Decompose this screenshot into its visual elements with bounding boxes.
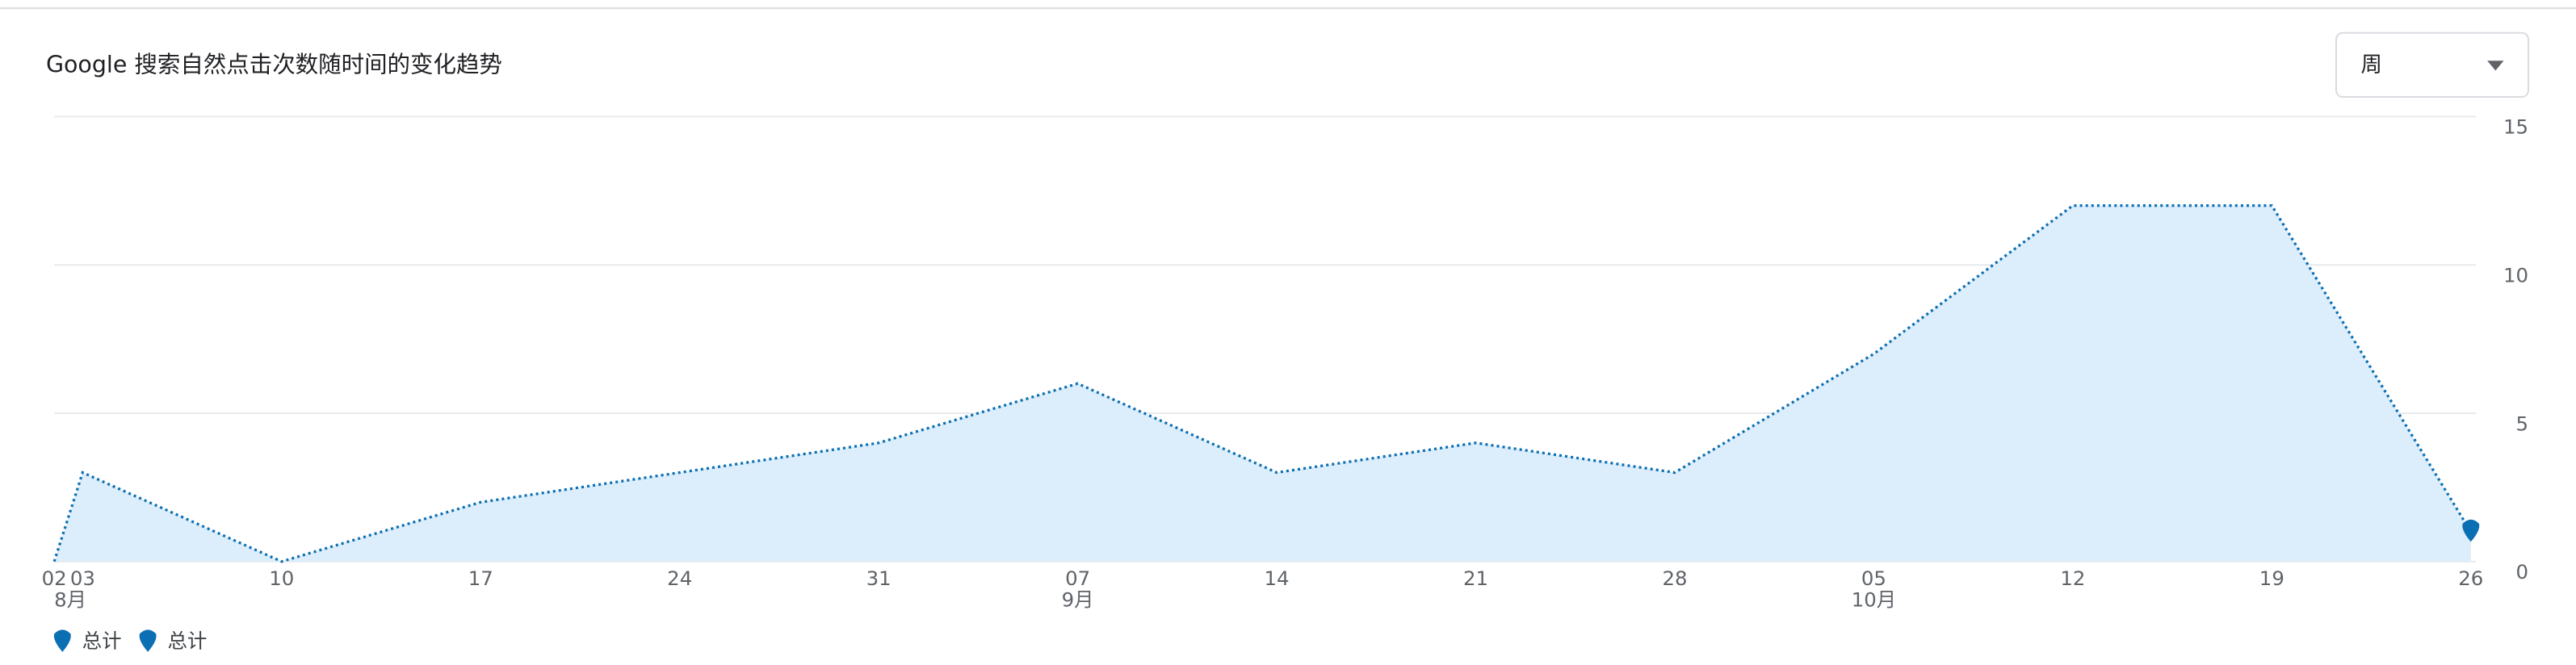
legend-icon [53,629,71,652]
line [52,204,2473,563]
x-tick-label: 02 [42,567,67,590]
end-marker [2462,519,2480,542]
chart-title: Google 搜索自然点击次数随时间的变化趋势 [46,51,502,77]
x-month-label: 8月 [54,588,86,612]
legend-label[interactable]: 总计 [168,629,208,652]
y-tick-label: 15 [2503,115,2528,139]
period-dropdown[interactable]: 周 [2335,31,2530,98]
x-month-label: 9月 [1062,588,1094,612]
x-tick-label: 24 [667,567,692,590]
legend-label[interactable]: 总计 [82,629,122,652]
x-tick-label: 03 [70,567,95,590]
x-tick-label: 07 [1065,567,1090,590]
dropdown-box[interactable] [2335,31,2530,98]
area [54,205,2471,562]
dropdown-arrow[interactable] [2487,61,2504,71]
x-tick-label: 10 [269,567,294,590]
x-tick-label: 17 [468,567,493,590]
dropdown-label[interactable]: 周 [2360,52,2381,77]
y-tick-label: 5 [2515,412,2528,435]
x-tick-label: 26 [2458,567,2483,590]
x-tick-label: 28 [1662,567,1687,590]
x-tick-label: 12 [2060,567,2085,590]
x-month-label: 10月 [1852,588,1896,612]
x-tick-label: 31 [866,567,892,590]
y-tick-label: 0 [2515,560,2528,583]
x-tick-label: 05 [1861,567,1886,590]
legend-icon [139,629,157,652]
x-tick-label: 19 [2259,567,2284,590]
x-tick-label: 21 [1463,567,1488,590]
y-tick-label: 10 [2503,263,2528,286]
x-tick-label: 14 [1265,567,1290,590]
